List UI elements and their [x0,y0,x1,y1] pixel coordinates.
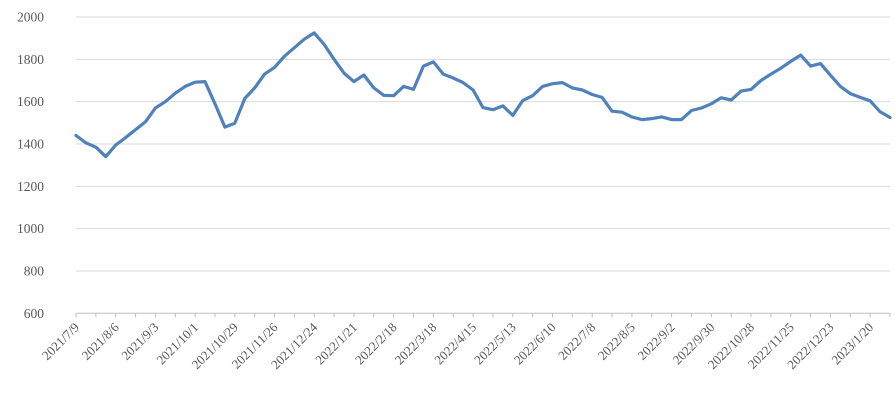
y-axis-label: 1200 [17,179,44,194]
y-axis-label: 1000 [17,221,44,236]
x-axis-label: 2022/5/13 [471,320,519,368]
x-axis-label: 2022/7/8 [555,320,598,363]
x-axis-label: 2021/7/9 [39,320,82,363]
y-axis-label: 1800 [17,52,44,67]
y-axis-label: 2000 [17,10,44,25]
y-axis-label: 1600 [17,94,44,109]
x-axis-label: 2022/2/18 [352,320,400,368]
x-axis-label: 2022/6/10 [511,320,559,368]
series-line [74,31,892,159]
x-axis-label: 2022/3/18 [392,320,440,368]
x-axis-label: 2021/8/6 [79,319,123,363]
x-axis-label: 2022/4/15 [431,320,479,368]
y-axis-label: 800 [24,263,45,278]
y-axis-label: 1400 [17,136,44,151]
x-axis-label: 2022/8/5 [595,320,638,363]
x-axis-label: 2022/1/21 [312,320,360,368]
x-axis-label: 2023/1/20 [828,320,876,368]
y-axis-label: 600 [24,306,45,321]
